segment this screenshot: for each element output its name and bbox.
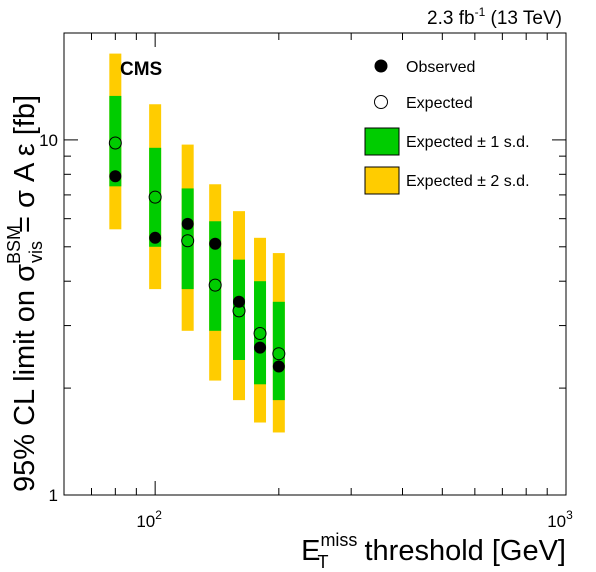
observed-marker [181,217,194,230]
legend: Observed Expected Expected ± 1 s.d. Expe… [364,59,530,195]
legend-expected-label: Expected [406,95,473,112]
observed-marker [233,295,246,308]
expected-marker [148,190,162,204]
x-tick-label: 103 [547,508,573,531]
band1-bar [209,221,222,331]
x-title-rest: threshold [GeV] [356,535,566,567]
observed-marker [272,360,285,373]
expected-marker [272,347,286,361]
y-title-main: 95% CL limit on σ [9,264,41,492]
legend-expected-marker [374,95,388,109]
lumi-energy: (13 TeV) [485,8,562,29]
y-tick-label: 10 [39,131,58,150]
lumi-exponent: -1 [475,5,486,19]
x-title-sup: miss [320,530,357,550]
band1-bar [272,301,285,401]
expected-marker [108,136,122,150]
band1-bar [181,188,194,290]
tick-labels: 102 103 1 10 [39,131,573,531]
y-tick-label: 1 [49,486,58,505]
cms-label: CMS [120,59,162,80]
legend-observed-marker [374,59,388,73]
band1-bar [109,95,122,187]
axis-ticks [63,32,567,496]
x-title-sub: T [317,552,328,572]
observed-marker [149,231,162,244]
y-title-sub: vis [26,241,46,263]
expected-marker [253,326,267,340]
x-tick-label: 102 [136,508,162,531]
expected-marker [181,234,195,248]
band1-bar [149,147,162,247]
expected-marker [208,278,222,292]
band1-bar [254,281,267,385]
lumi-label: 2.3 fb-1 (13 TeV) [427,5,562,29]
observed-marker [109,170,122,183]
observed-marker [209,237,222,250]
y-title-sup: BSM [4,225,24,264]
x-title-E: E [301,535,320,567]
legend-band2-swatch [364,166,400,195]
lumi-main: 2.3 fb [427,8,475,29]
band1-bar [233,259,246,360]
legend-observed-label: Observed [406,59,475,76]
data-markers [108,136,286,373]
plot-frame [63,32,567,496]
legend-band1-label: Expected ± 1 s.d. [406,134,530,151]
y-axis-title: 95% CL limit on σBSM vis = σ A ε [fb] [4,95,46,492]
observed-marker [254,341,267,354]
legend-band2-label: Expected ± 2 s.d. [406,173,530,190]
y-title-rest: = σ A ε [fb] [9,95,41,241]
legend-band1-swatch [364,127,400,156]
x-axis-title: Emiss T threshold [GeV] [301,530,566,572]
